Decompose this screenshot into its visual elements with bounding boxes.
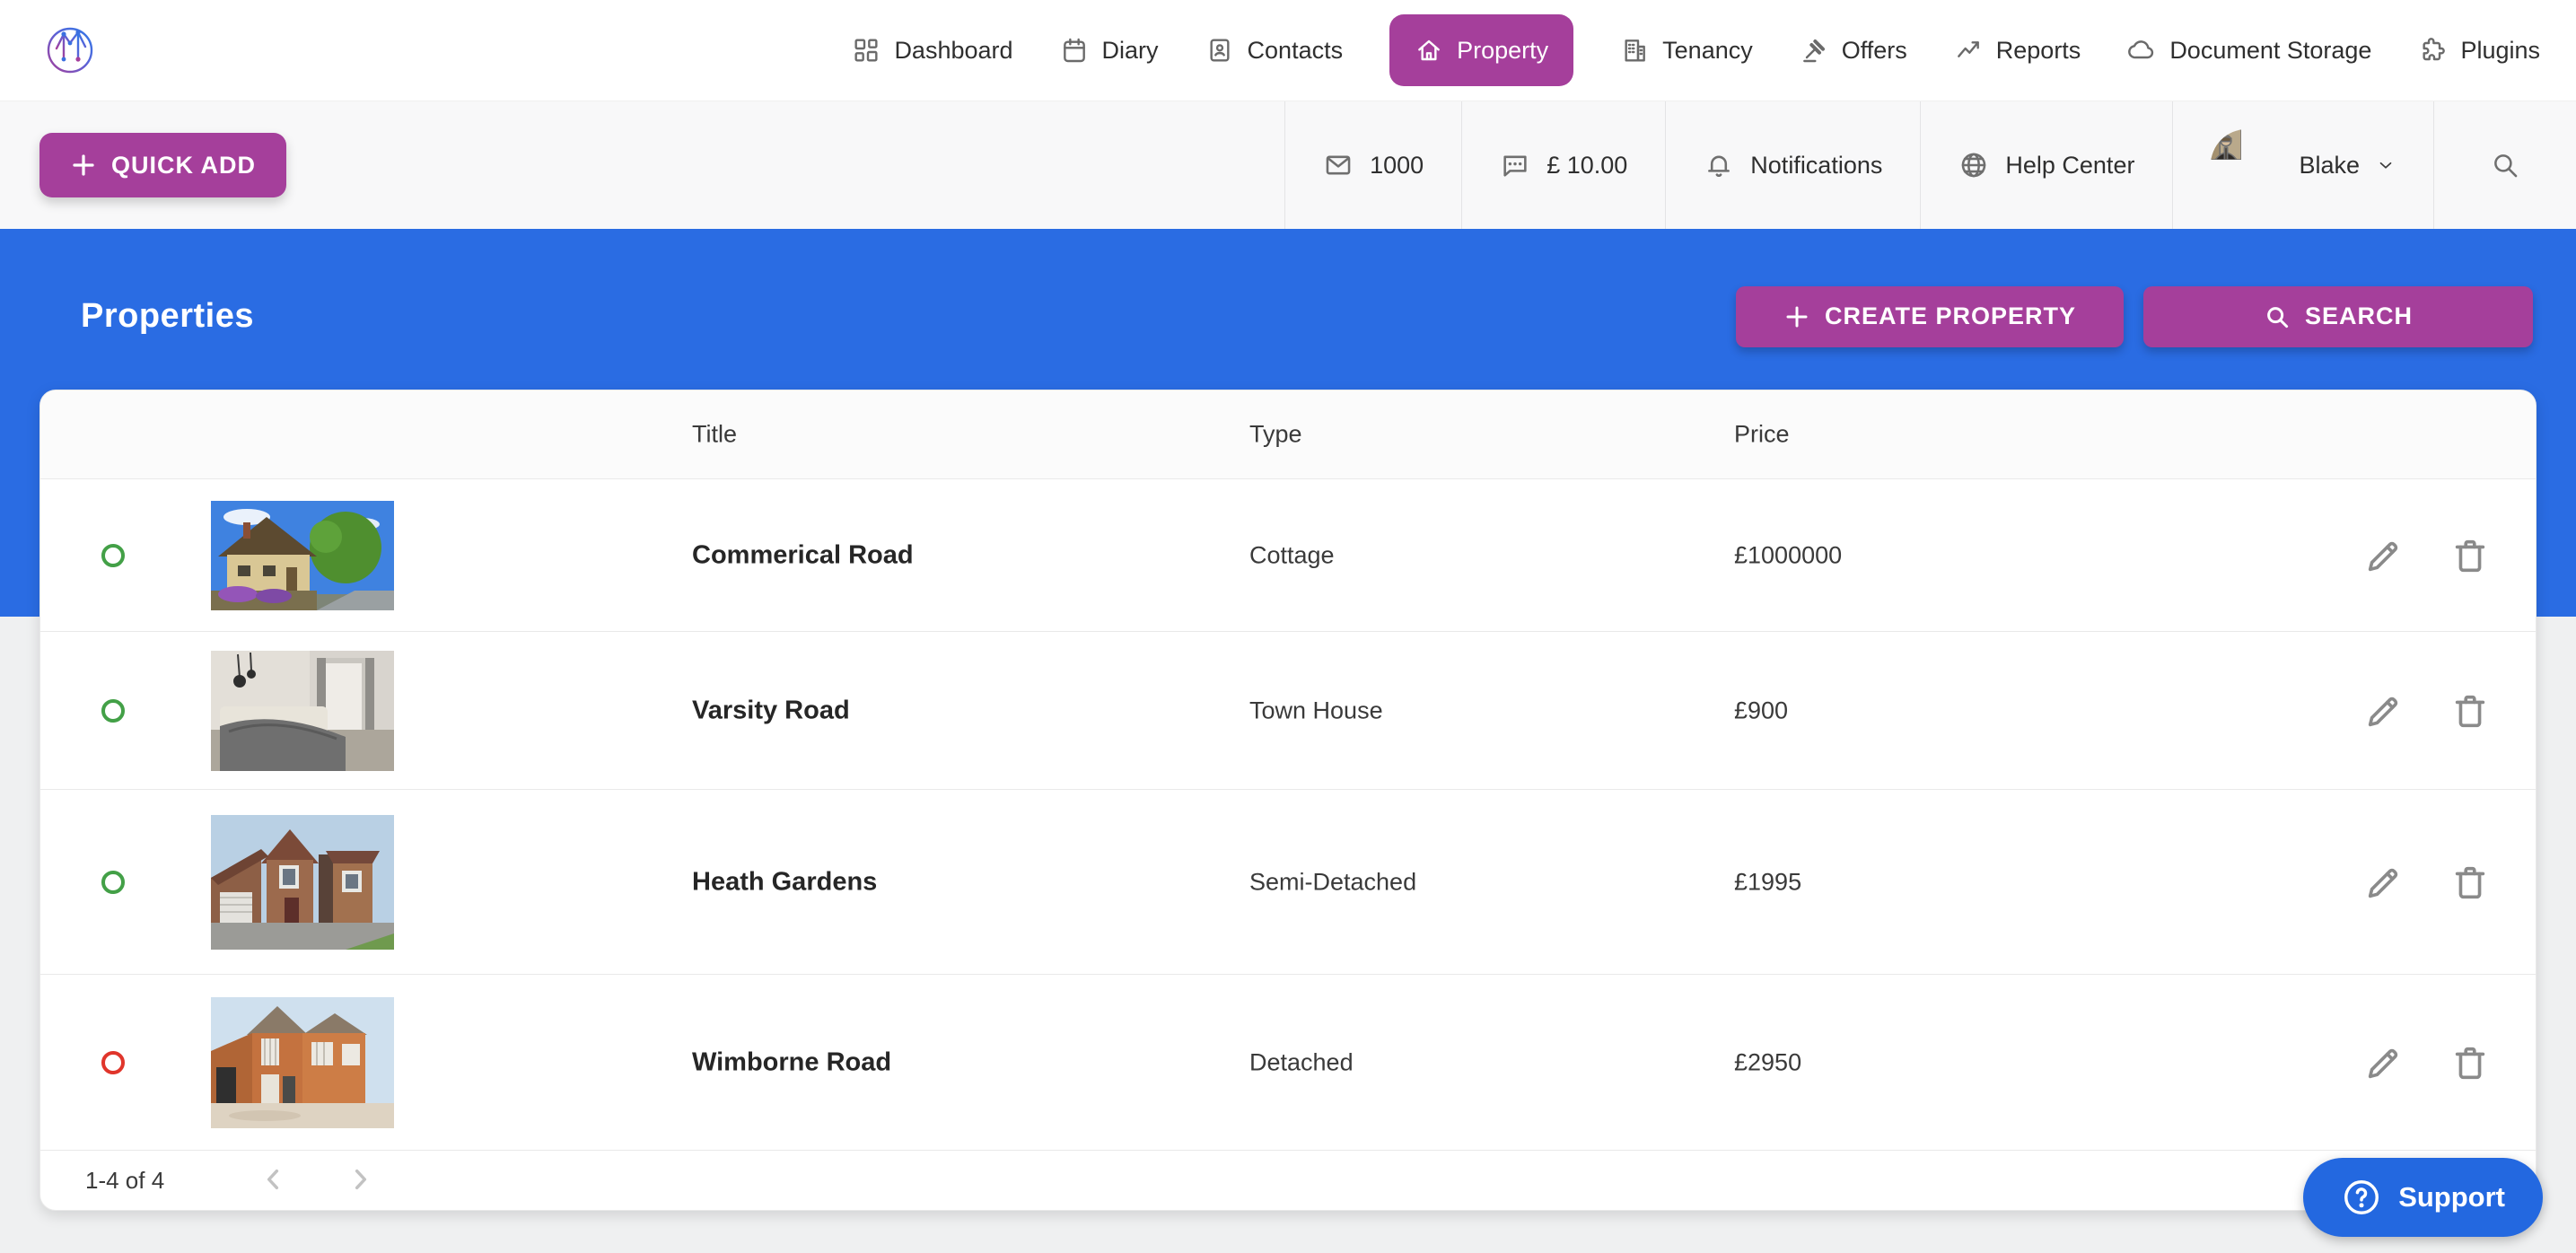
property-price: £2950 (1734, 1048, 1802, 1075)
help-center-button[interactable]: Help Center (1920, 101, 2172, 229)
building-icon (1625, 39, 1646, 62)
property-price: £900 (1734, 697, 1789, 723)
semi-detached-photo[interactable] (211, 814, 394, 950)
properties-table: Title Type Price (39, 390, 2537, 1211)
nav-item-reports[interactable]: Reports (1954, 36, 2081, 65)
property-type: Cottage (1249, 541, 1335, 568)
nav-item-property[interactable]: Property (1389, 14, 1574, 86)
table-header: Title Type Price (40, 390, 2536, 479)
quick-add-button[interactable]: QUICK ADD (39, 133, 286, 197)
create-property-button[interactable]: CREATE PROPERTY (1736, 285, 2124, 347)
toolbar-right: 1000 £ 10.00 Notifications Help Center B… (1284, 101, 2576, 229)
nav-item-contacts[interactable]: Contacts (1205, 36, 1343, 65)
trash-icon (2455, 866, 2485, 898)
question-circle-icon (2344, 1180, 2379, 1214)
property-type: Semi-Detached (1249, 868, 1417, 895)
edit-button[interactable] (2363, 862, 2405, 903)
sms-balance[interactable]: £ 10.00 (1461, 101, 1665, 229)
support-button[interactable]: Support (2303, 1158, 2543, 1237)
main-content: Properties CREATE PROPERTY SEARCH Title … (0, 229, 2576, 1253)
dashboard-icon (854, 39, 878, 62)
delete-button[interactable] (2449, 690, 2491, 732)
property-price: £1000000 (1734, 541, 1843, 568)
property-title[interactable]: Commerical Road (692, 540, 914, 569)
global-search-button[interactable] (2433, 101, 2576, 229)
pagination: 1-4 of 4 (40, 1151, 2536, 1210)
table-row[interactable]: Wimborne Road Detached £2950 (40, 975, 2536, 1151)
status-indicator (101, 698, 125, 723)
detached-photo[interactable] (211, 996, 394, 1128)
trash-icon (2455, 1047, 2485, 1079)
property-price: £1995 (1734, 868, 1802, 895)
nav-item-dashboard[interactable]: Dashboard (852, 36, 1013, 65)
status-indicator (101, 870, 125, 894)
contact-card-icon (1210, 39, 1230, 62)
search-button[interactable]: SEARCH (2143, 285, 2533, 347)
house-icon (1418, 39, 1440, 61)
search-icon (2267, 306, 2289, 328)
property-title[interactable]: Varsity Road (692, 696, 850, 724)
property-title[interactable]: Heath Gardens (692, 867, 878, 896)
edit-button[interactable] (2363, 535, 2405, 576)
trend-icon (1957, 41, 1979, 57)
main-nav: Dashboard Diary Contacts Property Tenanc… (852, 14, 2540, 86)
edit-button[interactable] (2363, 1042, 2405, 1083)
globe-icon (1962, 153, 1986, 178)
page-title: Properties (81, 297, 254, 335)
trash-icon (2455, 695, 2485, 727)
search-icon (2494, 154, 2518, 178)
status-indicator (101, 1050, 125, 1074)
previous-page-button[interactable] (259, 1165, 288, 1196)
chevron-down-icon (2379, 162, 2392, 169)
nav-item-diary[interactable]: Diary (1060, 36, 1159, 65)
chevron-left-icon (267, 1169, 279, 1189)
chat-bubble-icon (1503, 155, 1527, 177)
bedroom-photo[interactable] (211, 650, 394, 771)
user-avatar (2211, 129, 2282, 201)
edit-button[interactable] (2363, 690, 2405, 732)
header-actions: CREATE PROPERTY SEARCH (1736, 285, 2533, 347)
user-menu[interactable]: Blake (2172, 101, 2433, 229)
pencil-icon (2368, 868, 2398, 898)
nav-item-tenancy[interactable]: Tenancy (1620, 36, 1753, 65)
bell-icon (1708, 155, 1730, 178)
pencil-icon (2368, 541, 2398, 571)
puzzle-icon (2423, 38, 2446, 61)
nav-item-document-storage[interactable]: Document Storage (2127, 36, 2371, 65)
brand-logo[interactable] (41, 22, 99, 79)
table-row[interactable]: Varsity Road Town House £900 (40, 632, 2536, 790)
calendar-icon (1063, 38, 1085, 63)
nav-item-plugins[interactable]: Plugins (2418, 36, 2540, 65)
table-row[interactable]: Heath Gardens Semi-Detached £1995 (40, 790, 2536, 975)
pagination-label: 1-4 of 4 (85, 1166, 165, 1194)
cloud-icon (2128, 40, 2154, 59)
delete-button[interactable] (2449, 535, 2491, 576)
table-row[interactable]: Commerical Road Cottage £1000000 (40, 479, 2536, 632)
next-page-button[interactable] (346, 1165, 374, 1196)
status-indicator (101, 543, 125, 567)
top-navigation: Dashboard Diary Contacts Property Tenanc… (0, 0, 2576, 101)
cottage-photo[interactable] (211, 500, 394, 610)
page-header: Properties CREATE PROPERTY SEARCH (0, 229, 2576, 390)
secondary-toolbar: QUICK ADD 1000 £ 10.00 Notifications Hel… (0, 101, 2576, 229)
delete-button[interactable] (2449, 1042, 2491, 1083)
delete-button[interactable] (2449, 862, 2491, 903)
nav-item-offers[interactable]: Offers (1800, 36, 1907, 65)
pencil-icon (2368, 1048, 2398, 1078)
plus-icon (73, 154, 94, 176)
trash-icon (2455, 539, 2485, 572)
column-header-type: Type (1249, 420, 1302, 448)
notifications-button[interactable]: Notifications (1665, 101, 1920, 229)
envelope-icon (1326, 155, 1351, 175)
chevron-right-icon (355, 1169, 367, 1189)
mail-counter[interactable]: 1000 (1284, 101, 1461, 229)
gavel-icon (1802, 39, 1825, 63)
column-header-price: Price (1734, 420, 1790, 448)
column-header-title: Title (692, 420, 738, 448)
pencil-icon (2368, 697, 2398, 726)
property-type: Detached (1249, 1048, 1354, 1075)
plus-icon (1786, 306, 1808, 327)
property-title[interactable]: Wimborne Road (692, 1047, 892, 1076)
property-type: Town House (1249, 697, 1383, 723)
